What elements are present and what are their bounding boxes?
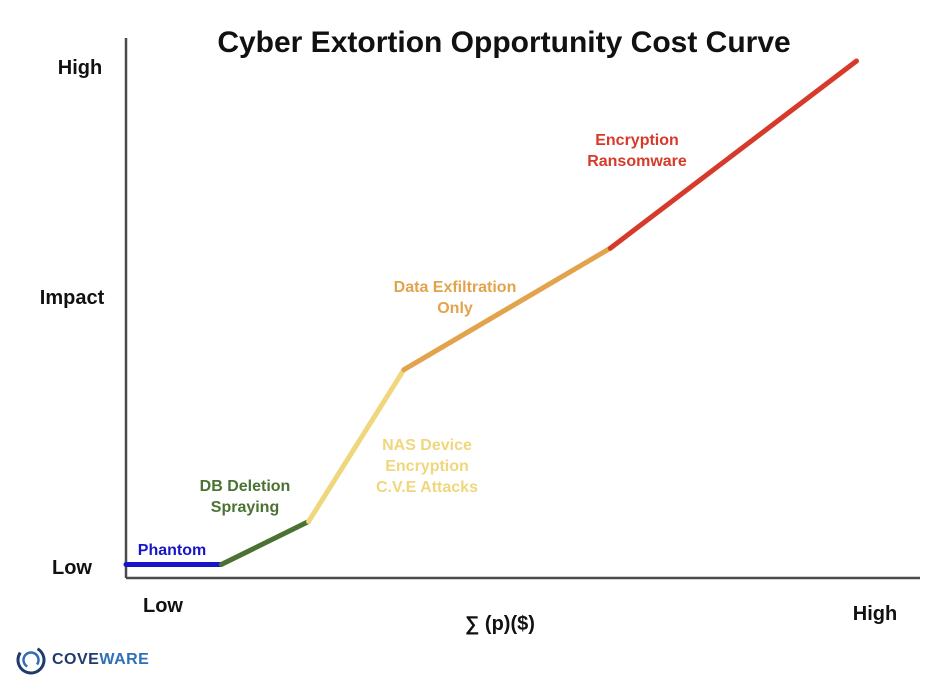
series-label-5: Encryption Ransomware: [587, 132, 687, 170]
series-labels: Phantom DB Deletion Spraying NAS Device Encr…: [138, 132, 687, 559]
x-axis-label: ∑ (p)($): [465, 613, 535, 635]
series-layer: [123, 58, 859, 567]
series-label-line: DB Deletion: [200, 478, 291, 495]
logo-text-part2: WARE: [99, 651, 150, 668]
series-label-line: Encryption: [385, 458, 469, 475]
series-line-5: [607, 58, 859, 251]
series-label-2: DB Deletion Spraying: [200, 478, 291, 516]
series-line-4: [401, 245, 613, 373]
series-label-line: NAS Device: [382, 437, 472, 454]
series-label-4: Data Exfiltration Only: [394, 279, 517, 317]
series-label-line: Only: [437, 300, 473, 317]
y-tick-low: Low: [52, 557, 92, 579]
series-label-1: Phantom: [138, 542, 206, 559]
y-tick-high: High: [58, 57, 102, 79]
chart-title: Cyber Extortion Opportunity Cost Curve: [217, 26, 790, 59]
series-label-line: Encryption: [595, 132, 679, 149]
x-tick-high: High: [853, 603, 897, 625]
series-label-line: Ransomware: [587, 153, 687, 170]
coveware-logo-text: COVEWARE: [52, 651, 149, 669]
coveware-logo-icon: [16, 645, 46, 675]
x-tick-low: Low: [143, 595, 183, 617]
series-label-3: NAS Device Encryption C.V.E Attacks: [376, 437, 478, 496]
logo-text-part1: COVE: [52, 651, 100, 668]
series-label-line: Data Exfiltration: [394, 279, 517, 296]
y-axis-label: Impact: [40, 287, 105, 309]
series-line-3: [306, 367, 407, 524]
series-label-line: Spraying: [211, 499, 279, 516]
series-label-line: C.V.E Attacks: [376, 479, 478, 496]
series-line-2: [218, 519, 312, 567]
coveware-logo: COVEWARE: [16, 642, 149, 678]
series-label-line: Phantom: [138, 542, 206, 559]
